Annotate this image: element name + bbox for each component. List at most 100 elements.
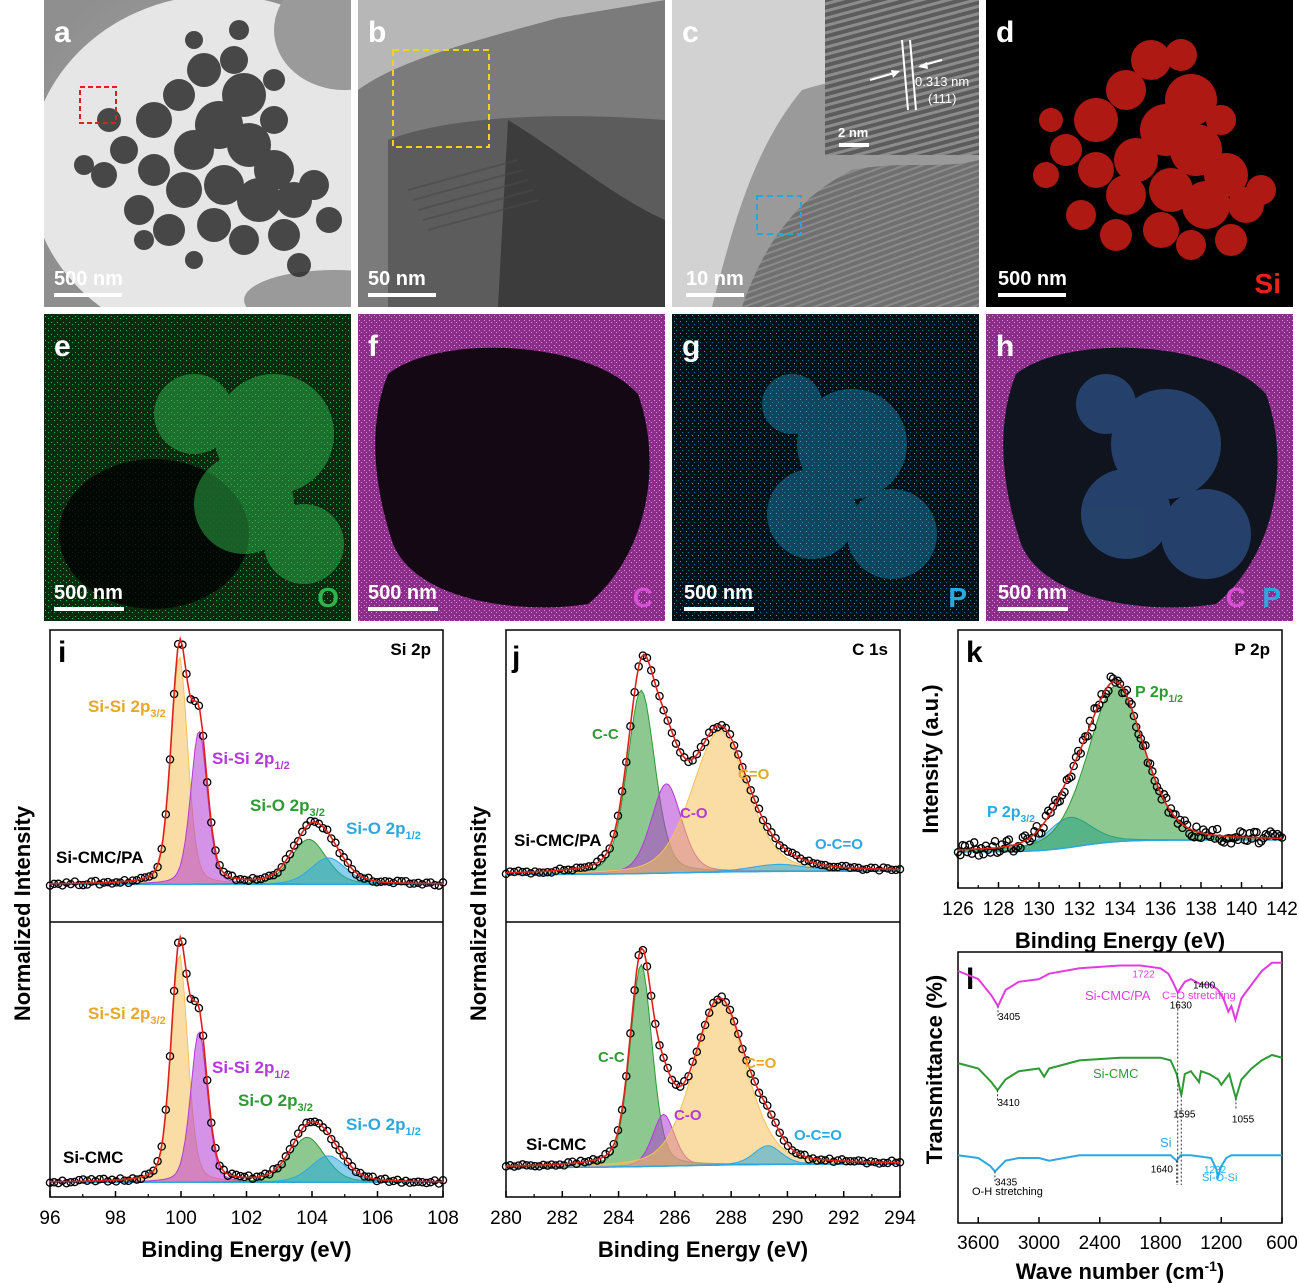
scale-label-g: 500 nm (684, 582, 753, 604)
chart-i-s0-point (124, 878, 133, 888)
chart-j-s1-point (601, 1149, 610, 1159)
element-label-p-overlay: P (1262, 582, 1281, 613)
chart-k-s0-point (963, 847, 972, 857)
chart-k-s0-label-0: P 2p3/2 (987, 804, 1035, 825)
panel-letter-g: g (682, 330, 700, 363)
chart-i-s1-point (289, 1138, 299, 1148)
chart-k-s0-point (1002, 836, 1011, 846)
chart-i-s0-point (74, 880, 84, 890)
chart-i-s1-envelope (50, 934, 443, 1183)
chart-j-s0-point (501, 869, 511, 879)
chart-j-ylabel: Normalized Intensity (466, 805, 491, 1021)
chart-j-s1-point (783, 1141, 793, 1151)
chart-k-xtick-label-142: 142 (1266, 899, 1298, 920)
scale-label-c: 10 nm (686, 268, 744, 290)
chart-k-s0-point (1125, 697, 1134, 706)
chart-j-s1-point (717, 992, 726, 1001)
chart-j-s0-label-1: C-O (680, 805, 708, 822)
chart-j-s0-point (841, 861, 851, 871)
chart-k-s0-point (1004, 835, 1014, 844)
panel-d-eds-si: d 500 nm Si (986, 0, 1293, 307)
chart-j-s1-point (775, 1128, 784, 1137)
scale-label-b: 50 nm (368, 268, 426, 290)
panel-letter-a: a (54, 16, 71, 49)
chart-i-s1-label-3-main: Si-O 2p (346, 1115, 406, 1134)
chart-i-s0-point (149, 870, 158, 879)
element-label-c-overlay: C (1226, 582, 1246, 613)
chart-i-s1-label-1-sub: 1/2 (274, 1069, 289, 1081)
chart-i-s1-point (132, 1175, 142, 1184)
chart-j-xlabel: Binding Energy (eV) (598, 1237, 808, 1262)
chart-i-s1-point (124, 1176, 133, 1186)
chart-l-peak-label-1: 1722 (1132, 970, 1155, 981)
element-label-c: C (633, 582, 653, 613)
chart-k-s0-point (1115, 679, 1125, 689)
chart-j-s0-point (734, 750, 743, 759)
chart-i-s1-point (331, 1140, 340, 1149)
chart-i-s1-point (190, 996, 200, 1006)
chart-i-xtick-label-104: 104 (296, 1208, 328, 1229)
chart-k-s0-point (1069, 761, 1078, 771)
chart-i-s0-point (302, 821, 311, 830)
chart-i-s0-point (223, 870, 233, 879)
chart-j-s0-point (671, 739, 681, 748)
chart-i-s0-point (331, 838, 340, 847)
chart-i-s0-label-3: Si-O 2p1/2 (346, 819, 421, 842)
chart-k-s0-point (969, 838, 979, 847)
chart-k-s0-point (990, 836, 1000, 846)
chart-j-s0-point (547, 868, 556, 877)
chart-i-xtick-label-108: 108 (427, 1208, 459, 1229)
chart-j-s1-envelope (505, 946, 900, 1167)
chart-l-ylabel: Transmittance (%) (922, 975, 947, 1165)
chart-j-s1-point (729, 1017, 739, 1026)
chart-i-s0-point (231, 875, 241, 885)
chart-j-xtick-label-282: 282 (546, 1208, 578, 1229)
chart-i-s1-point (269, 1164, 278, 1174)
chart-k-s0-point (1208, 825, 1217, 835)
chart-k-ylabel: Intensity (a.u.) (918, 684, 943, 833)
chart-l-xlabel-sup: -1 (1204, 1258, 1217, 1274)
chart-j-s0-point (663, 716, 672, 725)
chart-i-s0-label-0-main: Si-Si 2p (88, 697, 150, 716)
chart-l-peak-label-4: 3410 (997, 1098, 1020, 1109)
panel-letter-d: d (996, 16, 1014, 49)
chart-i-s1-point (293, 1129, 303, 1138)
chart-i-s0-point (260, 873, 270, 882)
chart-i-s1-point (347, 1162, 357, 1171)
chart-j-xtick-label-286: 286 (659, 1208, 691, 1229)
chart-j-s1-point (563, 1158, 573, 1167)
chart-k-s0-point (1148, 767, 1157, 776)
chart-i-s0-label-2: Si-O 2p3/2 (250, 796, 325, 819)
chart-j-s1-label-0: C-C (598, 1049, 625, 1066)
chart-i-s1-label-0-sub: 3/2 (150, 1015, 165, 1027)
chart-i-s1-point (405, 1178, 415, 1188)
chart-j-s1-point (609, 1139, 619, 1149)
chart-k-s0-point (956, 850, 965, 860)
chart-j-s1-point (887, 1156, 896, 1166)
chart-j-s0-point (750, 795, 760, 804)
chart-j-s1-point (605, 1147, 614, 1156)
scale-label-a: 500 nm (54, 268, 123, 290)
chart-l-series-label-0: Si-CMC/PA (1085, 988, 1151, 1003)
chart-j-s0-point (771, 833, 780, 843)
chart-i-s1-label-3: Si-O 2p1/2 (346, 1115, 421, 1138)
chart-i-s1-point (384, 1177, 394, 1187)
chart-k-s0-point (965, 840, 974, 849)
chart-j-s0-label-2: C=O (738, 766, 770, 783)
chart-i-s1-point (409, 1177, 419, 1187)
chart-i-s1-label-2-main: Si-O 2p (238, 1091, 298, 1110)
chart-j-s0-point (675, 748, 685, 757)
panel-letter-c: c (682, 16, 699, 49)
chart-l-peak-label-3: 1400 (1193, 981, 1216, 992)
chart-j-s0-point (787, 848, 797, 858)
chart-j-s0-point (758, 815, 768, 825)
chart-i-sample-label-0: Si-CMC/PA (56, 848, 144, 867)
chart-j-s1-point (518, 1160, 527, 1169)
chart-k-s0-point (1016, 843, 1025, 853)
lattice-plane-label: (111) (928, 91, 956, 106)
chart-i-s1-point (87, 1174, 96, 1184)
chart-i-s0-point (285, 849, 295, 859)
chart-i-s1-point (360, 1172, 369, 1181)
chart-i-s1-point (219, 1165, 228, 1175)
